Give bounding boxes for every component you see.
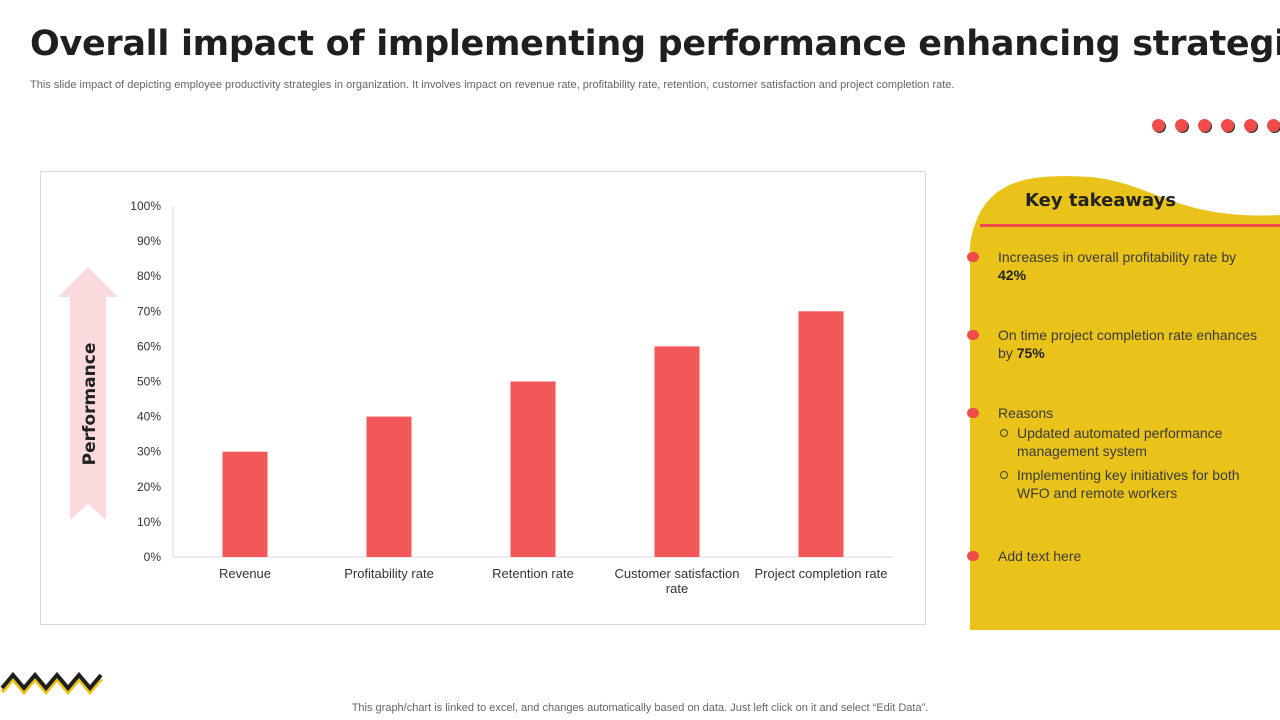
y-tick-label: 70% [137,304,161,318]
y-tick-label: 80% [137,269,161,283]
dot-icon [1152,119,1165,132]
dot-icon [1267,119,1280,132]
chart-container[interactable]: Performance 0% 10% 20% 30% 40% 50% 60% 70% 80% 90… [40,171,926,625]
y-tick-label: 50% [137,375,161,389]
dot-icon [1198,119,1211,132]
y-tick-label: 40% [137,410,161,424]
y-tick-label: 90% [137,234,161,248]
takeaway-item: Add text here [998,548,1082,564]
x-tick-label: Retention rate [492,566,574,581]
y-axis-label: Performance [80,343,100,466]
dot-icon [1175,119,1188,132]
bullet-icon [967,408,977,418]
takeaway-subitem: Updated automated performance management… [998,424,1268,460]
x-tick-label: Profitability rate [344,566,434,581]
page-subtitle: This slide impact of depicting employee … [30,79,955,91]
bullet-icon [967,551,977,561]
dot-icon [1244,119,1257,132]
takeaway-subitem: Implementing key initiatives for both WF… [998,466,1268,502]
zigzag-decoration-icon [0,671,103,696]
bar-revenue [222,451,268,557]
bar-project-completion-rate [798,311,844,557]
takeaways-title: Key takeaways [1025,190,1177,211]
takeaway-item: Increases in overall profitability rate … [998,249,1237,283]
y-tick-label: 10% [137,515,161,529]
takeaways-divider [980,224,1280,227]
x-tick-label: Revenue [219,566,271,581]
dot-icon [1221,119,1234,132]
y-tick-label: 60% [137,339,161,353]
bar-chart: Performance 0% 10% 20% 30% 40% 50% 60% 70% 80% 90… [58,199,893,596]
y-tick-label: 100% [130,199,161,213]
x-tick-label: Customer satisfaction rate [615,566,740,596]
footer-note: This graph/chart is linked to excel, and… [351,702,929,714]
takeaway-item: On time project completion rate enhances… [998,327,1258,361]
y-tick-label: 20% [137,480,161,494]
page-title: Overall impact of implementing performan… [30,24,1280,64]
bar-profitability-rate [366,416,412,557]
y-tick-label: 0% [144,550,162,564]
bar-retention-rate [510,381,556,557]
up-arrow-icon [58,267,118,520]
bullet-icon [967,252,977,262]
bar-customer-satisfaction-rate [654,346,700,557]
x-tick-label: Project completion rate [755,566,888,581]
decorative-dots [1150,119,1280,133]
bullet-icon [967,330,977,340]
takeaway-item: Reasons Updated automated performance ma… [998,404,1268,502]
y-tick-label: 30% [137,445,161,459]
takeaways-background [970,176,1280,630]
